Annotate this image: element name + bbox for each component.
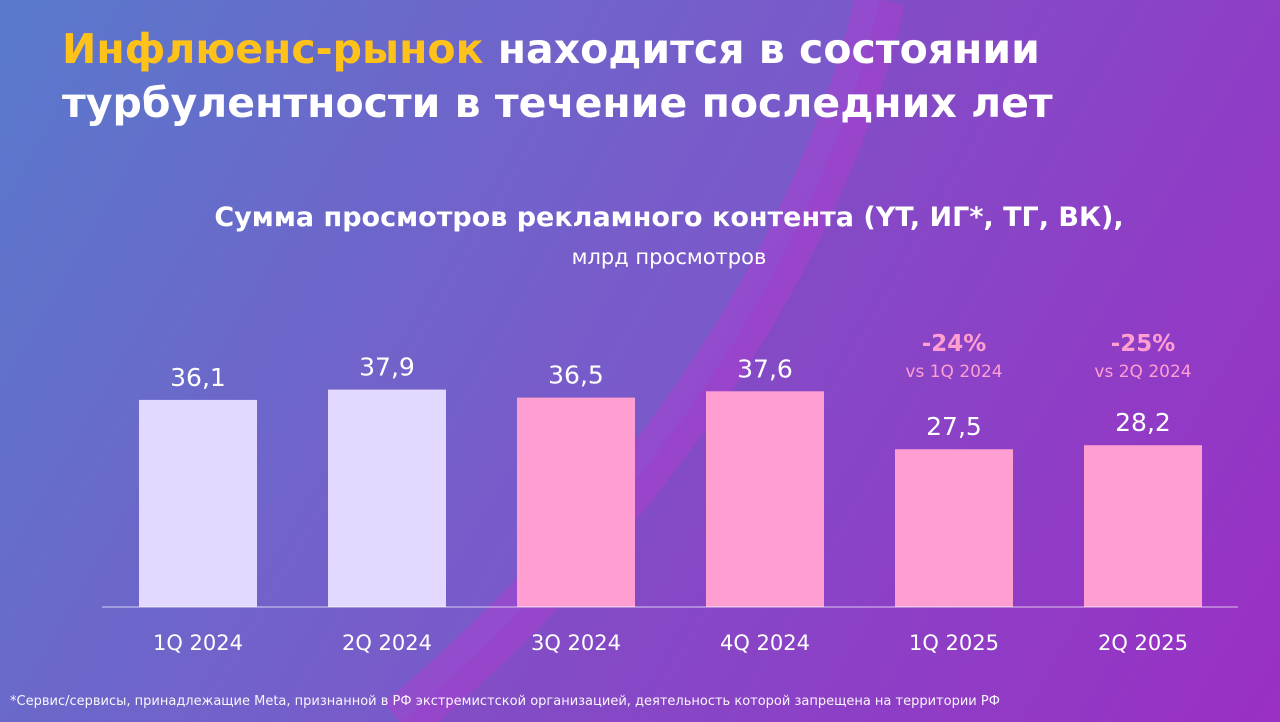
bar-5 xyxy=(1084,445,1202,607)
bar-value-label-3: 37,6 xyxy=(737,354,793,383)
bar-value-label-1: 37,9 xyxy=(359,353,415,382)
x-tick-label-5: 2Q 2025 xyxy=(1098,631,1188,655)
annotation-note-1: vs 2Q 2024 xyxy=(1094,362,1191,382)
annotation-change-0: -24% xyxy=(922,331,987,357)
x-tick-label-0: 1Q 2024 xyxy=(153,631,243,655)
bar-3 xyxy=(706,391,824,607)
bar-value-label-0: 36,1 xyxy=(170,363,226,392)
footnote: *Сервис/сервисы, принадлежащие Meta, при… xyxy=(10,694,1000,709)
bar-1 xyxy=(328,389,446,607)
x-tick-label-2: 3Q 2024 xyxy=(531,631,621,655)
chart-title: Сумма просмотров рекламного контента (YT… xyxy=(214,202,1124,233)
bar-0 xyxy=(139,399,257,607)
annotation-change-1: -25% xyxy=(1111,331,1176,357)
x-tick-label-4: 1Q 2025 xyxy=(909,631,999,655)
bar-value-label-5: 28,2 xyxy=(1115,408,1171,437)
x-tick-label-3: 4Q 2024 xyxy=(720,631,810,655)
page-headline: Инфлюенс-рынок находится в состоянии тур… xyxy=(62,22,1242,130)
annotation-note-0: vs 1Q 2024 xyxy=(905,362,1002,382)
bar-2 xyxy=(517,397,635,607)
x-tick-label-1: 2Q 2024 xyxy=(342,631,432,655)
bar-value-label-2: 36,5 xyxy=(548,361,604,390)
headline-highlight: Инфлюенс-рынок xyxy=(62,25,484,73)
bar-value-label-4: 27,5 xyxy=(926,412,982,441)
bar-4 xyxy=(895,449,1013,607)
headline-rest: находится в состоянии турбулентности в т… xyxy=(62,25,1053,127)
chart-subtitle: млрд просмотров xyxy=(571,245,767,269)
